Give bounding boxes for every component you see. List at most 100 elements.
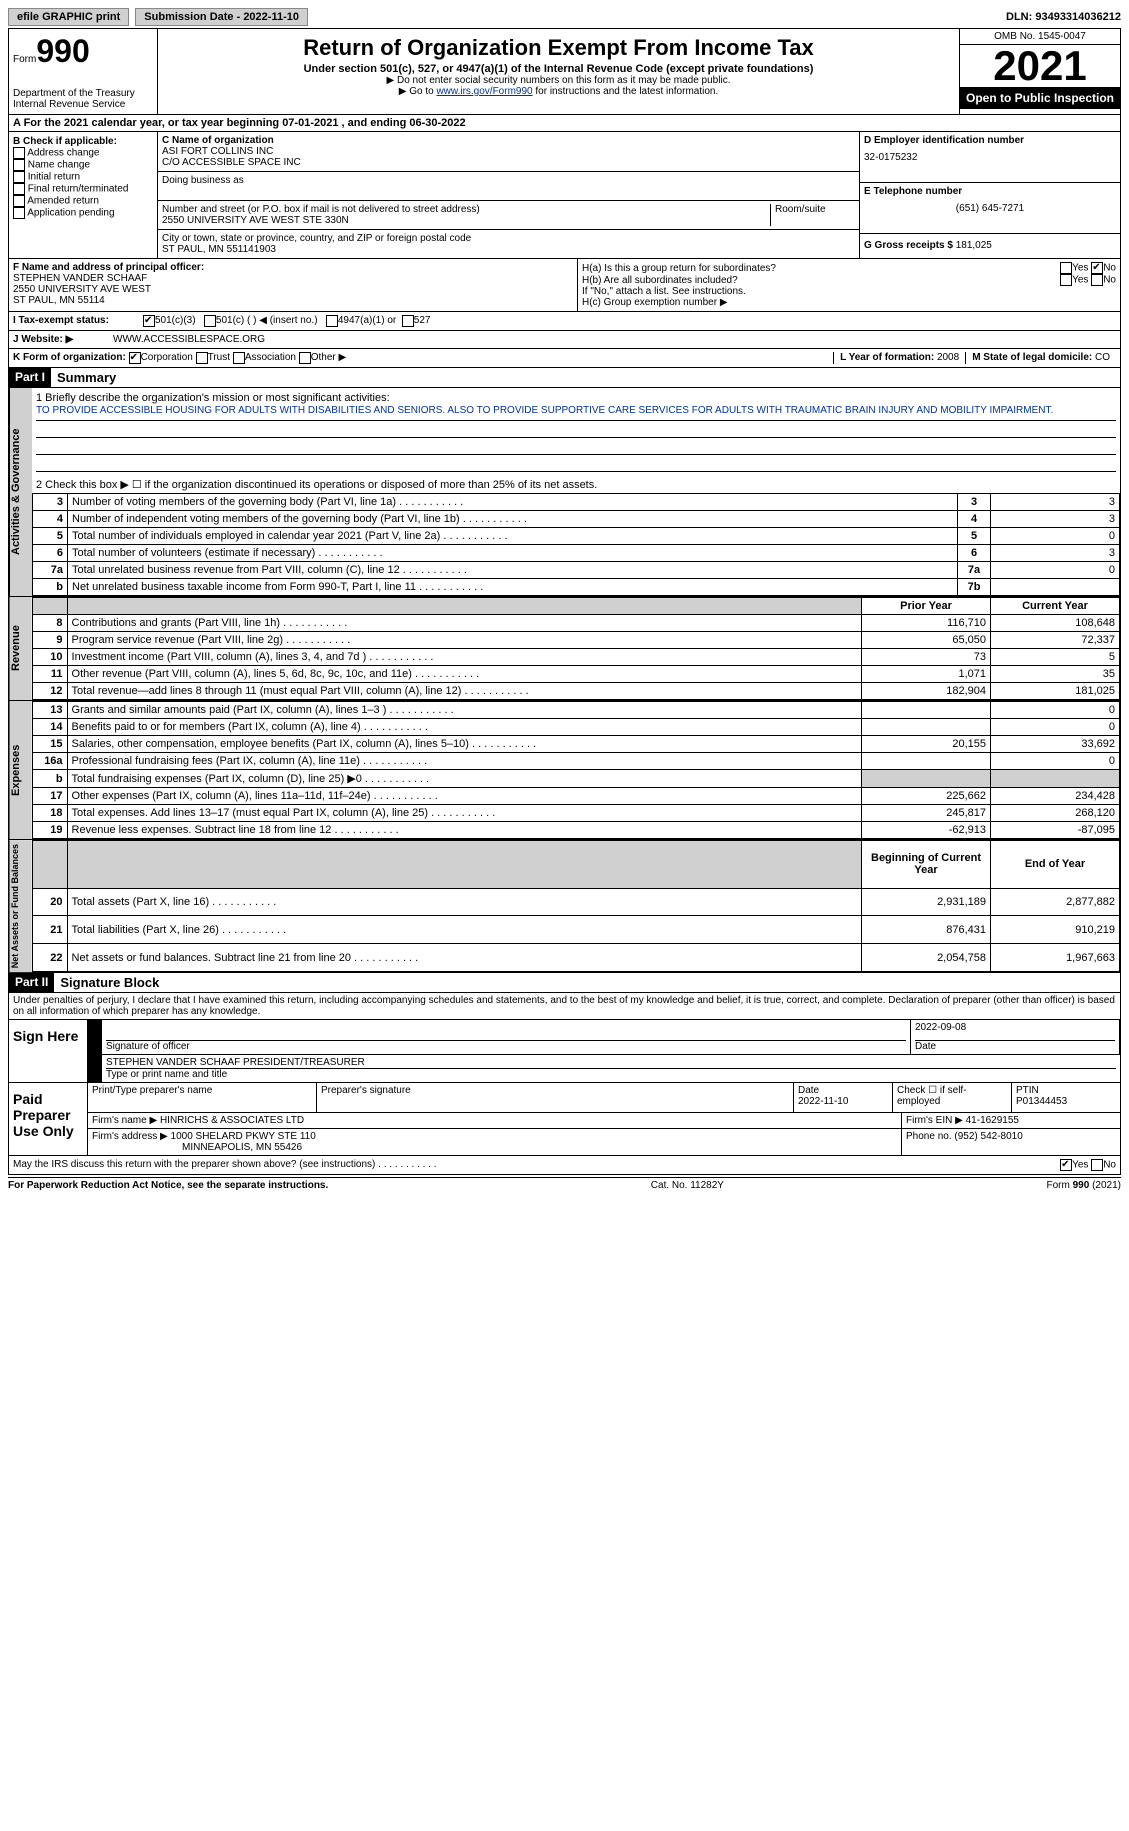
row-j: J Website: ▶ WWW.ACCESSIBLESPACE.ORG — [8, 331, 1121, 349]
city-label: City or town, state or province, country… — [162, 233, 855, 244]
sig-date-label: Date — [915, 1040, 1115, 1052]
footer-mid: Cat. No. 11282Y — [651, 1180, 724, 1191]
vert-na: Net Assets or Fund Balances — [9, 840, 32, 972]
trust-checkbox[interactable] — [196, 352, 208, 364]
part2-header: Part II Signature Block — [8, 973, 1121, 993]
footer-left: For Paperwork Reduction Act Notice, see … — [8, 1180, 328, 1191]
row-a-period: A For the 2021 calendar year, or tax yea… — [8, 115, 1121, 132]
part1-tag: Part I — [9, 368, 51, 387]
efile-button[interactable]: efile GRAPHIC print — [8, 8, 129, 26]
q2-label: 2 Check this box ▶ ☐ if the organization… — [32, 476, 1120, 493]
tax-exempt-label: I Tax-exempt status: — [13, 315, 143, 327]
phone-value: (651) 645-7271 — [864, 197, 1116, 214]
dept-label: Department of the Treasury — [13, 88, 153, 99]
firm-addr2: MINNEAPOLIS, MN 55426 — [92, 1142, 897, 1153]
dba-label: Doing business as — [162, 175, 855, 186]
goto-note: ▶ Go to www.irs.gov/Form990 for instruct… — [162, 86, 955, 97]
form-number: 990 — [36, 33, 89, 69]
sign-here-block: Sign Here Signature of officer 2022-09-0… — [8, 1020, 1121, 1083]
discuss-row: May the IRS discuss this return with the… — [8, 1156, 1121, 1175]
firm-ein: 41-1629155 — [966, 1115, 1019, 1126]
sig-officer-label: Signature of officer — [106, 1040, 906, 1052]
form-word: Form — [13, 54, 36, 65]
col-c: C Name of organization ASI FORT COLLINS … — [158, 132, 860, 258]
row-i: I Tax-exempt status: 501(c)(3) 501(c) ( … — [8, 312, 1121, 331]
ha-label: H(a) Is this a group return for subordin… — [582, 263, 776, 274]
org-name-label: C Name of organization — [162, 135, 855, 146]
check-final-return-terminated[interactable] — [13, 183, 25, 195]
declaration: Under penalties of perjury, I declare th… — [8, 993, 1121, 1020]
section-fh: F Name and address of principal officer:… — [8, 259, 1121, 312]
hb-no-checkbox[interactable] — [1091, 274, 1103, 286]
officer-printed-name: STEPHEN VANDER SCHAAF PRESIDENT/TREASURE… — [106, 1057, 1116, 1068]
dln-label: DLN: 93493314036212 — [1006, 11, 1121, 23]
ha-yes-checkbox[interactable] — [1060, 262, 1072, 274]
firm-addr1: 1000 SHELARD PKWY STE 110 — [171, 1131, 316, 1142]
irs-link[interactable]: www.irs.gov/Form990 — [436, 86, 532, 97]
form-header: Form990 Department of the Treasury Inter… — [8, 29, 1121, 115]
revenue-table: Prior YearCurrent Year8Contributions and… — [32, 597, 1120, 700]
type-name-label: Type or print name and title — [106, 1068, 1116, 1080]
corp-checkbox[interactable] — [129, 352, 141, 364]
paid-preparer-block: Paid Preparer Use Only Print/Type prepar… — [8, 1083, 1121, 1156]
firm-name: HINRICHS & ASSOCIATES LTD — [160, 1115, 304, 1126]
ptin-label: PTIN — [1016, 1085, 1116, 1096]
4947-checkbox[interactable] — [326, 315, 338, 327]
501c-checkbox[interactable] — [204, 315, 216, 327]
sig-arrow-2 — [88, 1055, 102, 1082]
527-checkbox[interactable] — [402, 315, 414, 327]
hb-note: If "No," attach a list. See instructions… — [582, 286, 1116, 297]
q1-label: 1 Briefly describe the organization's mi… — [36, 392, 1116, 404]
sig-arrow-1 — [88, 1020, 102, 1054]
netassets-block: Net Assets or Fund Balances Beginning of… — [8, 840, 1121, 973]
org-name-1: ASI FORT COLLINS INC — [162, 146, 855, 157]
prep-sig-label: Preparer's signature — [321, 1085, 789, 1096]
vert-rev: Revenue — [9, 597, 32, 700]
print-name-label: Print/Type preparer's name — [92, 1085, 312, 1096]
expenses-table: 13Grants and similar amounts paid (Part … — [32, 701, 1120, 839]
paid-preparer-label: Paid Preparer Use Only — [9, 1083, 88, 1155]
discuss-yes-checkbox[interactable] — [1060, 1159, 1072, 1171]
check-application-pending[interactable] — [13, 207, 25, 219]
date2-label: Date — [798, 1085, 888, 1096]
form-title: Return of Organization Exempt From Incom… — [162, 35, 955, 61]
ha-no-checkbox[interactable] — [1091, 262, 1103, 274]
discuss-no-checkbox[interactable] — [1091, 1159, 1103, 1171]
revenue-block: Revenue Prior YearCurrent Year8Contribut… — [8, 597, 1121, 701]
netassets-table: Beginning of Current YearEnd of Year20To… — [32, 840, 1120, 972]
hb-yes-checkbox[interactable] — [1060, 274, 1072, 286]
officer-label: F Name and address of principal officer: — [13, 262, 573, 273]
footer: For Paperwork Reduction Act Notice, see … — [8, 1177, 1121, 1191]
section-bcd: B Check if applicable: Address change Na… — [8, 132, 1121, 259]
col-b: B Check if applicable: Address change Na… — [9, 132, 158, 258]
ag-table: 3Number of voting members of the governi… — [32, 493, 1120, 596]
row-klm: K Form of organization: Corporation Trus… — [8, 349, 1121, 368]
501c3-checkbox[interactable] — [143, 315, 155, 327]
col-d: D Employer identification number 32-0175… — [860, 132, 1120, 258]
sig-date-value: 2022-09-08 — [915, 1022, 1115, 1040]
check-self-label: Check ☐ if self-employed — [893, 1083, 1012, 1112]
part2-title: Signature Block — [54, 973, 165, 992]
form-org-label: K Form of organization: — [13, 352, 126, 364]
ssn-note: ▶ Do not enter social security numbers o… — [162, 75, 955, 86]
check-applicable-label: B Check if applicable: — [13, 136, 153, 147]
top-bar: efile GRAPHIC print Submission Date - 20… — [8, 8, 1121, 29]
prep-phone: (952) 542-8010 — [954, 1131, 1022, 1142]
form-subtitle: Under section 501(c), 527, or 4947(a)(1)… — [162, 63, 955, 75]
check-name-change[interactable] — [13, 159, 25, 171]
other-checkbox[interactable] — [299, 352, 311, 364]
officer-name: STEPHEN VANDER SCHAAF — [13, 273, 573, 284]
ein-label: D Employer identification number — [864, 135, 1116, 146]
org-name-2: C/O ACCESSIBLE SPACE INC — [162, 157, 855, 168]
discuss-label: May the IRS discuss this return with the… — [13, 1159, 437, 1171]
check-amended-return[interactable] — [13, 195, 25, 207]
gross-label: G Gross receipts $ — [864, 240, 956, 251]
vert-exp: Expenses — [9, 701, 32, 839]
street-value: 2550 UNIVERSITY AVE WEST STE 330N — [162, 215, 766, 226]
check-initial-return[interactable] — [13, 171, 25, 183]
part1-header: Part I Summary — [8, 368, 1121, 388]
ptin-value: P01344453 — [1016, 1096, 1116, 1107]
assoc-checkbox[interactable] — [233, 352, 245, 364]
check-address-change[interactable] — [13, 147, 25, 159]
submission-date-button[interactable]: Submission Date - 2022-11-10 — [135, 8, 308, 26]
